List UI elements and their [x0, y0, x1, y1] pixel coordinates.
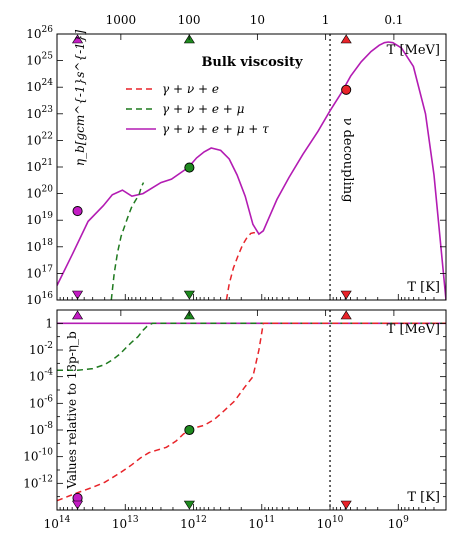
top-panel-frame: [56, 33, 447, 301]
bottom-y-axis-label: Values relative to 13p-η_b: [65, 331, 79, 490]
x-tick-label: 1010: [317, 515, 344, 531]
triangle-bottom-upper-0: [72, 310, 84, 320]
top-series-line-1: [110, 182, 145, 300]
y-tick-label-bottom: 10-10: [23, 448, 53, 464]
triangle-top-lower-0: [72, 290, 84, 300]
decoupling-annotation: ν decoupling: [340, 118, 355, 203]
y-tick-label-top: 1025: [26, 52, 53, 68]
y-tick-label-top: 1020: [26, 185, 53, 201]
mev-tick-label: 10: [250, 13, 265, 27]
bottom-panel-mev-label: T [MeV]: [387, 322, 440, 337]
x-tick-label: 1011: [248, 515, 275, 531]
y-tick-label-top: 1021: [26, 158, 53, 174]
y-tick-label-bottom: 10-12: [23, 474, 53, 490]
mev-tick-label: 1000: [106, 13, 137, 27]
triangle-bottom-lower-0: [72, 500, 84, 510]
chart-title: Bulk viscosity: [201, 55, 303, 70]
y-tick-label-top: 1026: [26, 25, 53, 41]
top-series-line-2: [225, 231, 257, 300]
top-panel-k-label: T [K]: [407, 280, 440, 295]
y-tick-label-bottom: 1: [45, 316, 53, 330]
bottom-panel-k-label: T [K]: [407, 490, 440, 505]
bottom-series-line-1: [57, 322, 446, 372]
mev-tick-label: 1: [322, 13, 330, 27]
x-tick-label: 1014: [44, 515, 71, 531]
y-tick-label-bottom: 10-4: [29, 368, 53, 384]
triangle-bottom-lower-1: [183, 500, 195, 510]
y-tick-label-bottom: 10-6: [29, 394, 53, 410]
y-tick-label-top: 1017: [26, 264, 53, 280]
y-tick-label-top: 1018: [26, 238, 53, 254]
triangle-top-lower-2: [340, 290, 352, 300]
top-marker-0: [72, 206, 83, 217]
x-tick-label: 1012: [180, 515, 207, 531]
triangle-top-lower-1: [183, 290, 195, 300]
x-tick-label: 109: [388, 515, 409, 531]
y-tick-label-bottom: 10-2: [29, 341, 53, 357]
legend-label-0: γ + ν + e: [162, 82, 219, 96]
bottom-marker-1: [184, 424, 195, 436]
bottom-series-line-2: [57, 322, 446, 502]
triangle-top-upper-2: [340, 34, 352, 44]
y-tick-label-top: 1019: [26, 211, 53, 227]
y-tick-label-top: 1016: [26, 291, 53, 307]
top-y-axis-label: η_b[gcm^{-1}s^{-1}]: [73, 30, 87, 167]
triangle-bottom-lower-2: [340, 500, 352, 510]
triangle-top-upper-0: [72, 34, 84, 44]
legend-label-2: γ + ν + e + μ + τ: [162, 122, 269, 136]
top-marker-2: [341, 84, 352, 95]
legend-label-1: γ + ν + e + μ: [162, 102, 245, 116]
x-tick-label: 1013: [112, 515, 139, 531]
top-panel-mev-label: T [MeV]: [387, 43, 440, 58]
y-tick-label-top: 1023: [26, 105, 53, 121]
y-tick-label-bottom: 10-8: [29, 421, 53, 437]
y-tick-label-top: 1024: [26, 78, 53, 94]
legend: γ + ν + e γ + ν + e + μ γ + ν + e + μ + τ: [126, 82, 269, 136]
triangle-bottom-upper-2: [340, 310, 352, 320]
top-series-line-0: [57, 41, 446, 300]
y-tick-label-top: 1022: [26, 131, 53, 147]
mev-tick-label: 0.1: [384, 13, 403, 27]
mev-tick-label: 100: [178, 13, 201, 27]
bottom-panel-frame: [56, 309, 447, 511]
top-marker-1: [184, 162, 195, 173]
